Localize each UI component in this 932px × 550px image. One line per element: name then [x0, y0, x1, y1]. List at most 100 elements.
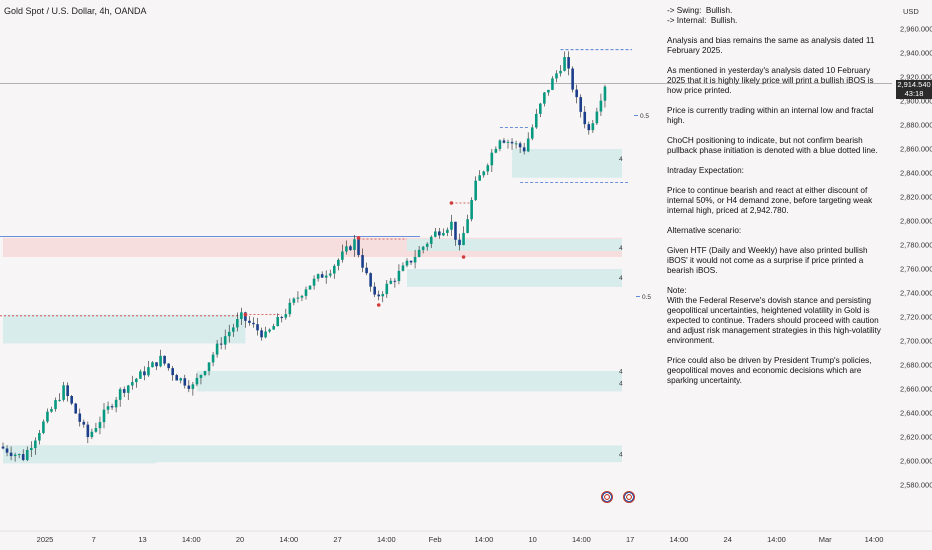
time-tick-label: 7 — [92, 535, 96, 544]
bear-candle — [78, 413, 82, 422]
bull-candle — [551, 78, 554, 90]
currency-label: USD — [903, 7, 919, 16]
demand-zone — [196, 371, 623, 392]
bear-candle — [163, 355, 166, 364]
bull-candle — [413, 256, 417, 263]
time-axis[interactable]: 2025 7 13 14:00 20 14:00 27 14:00 Feb 14:00 10 14:0… — [0, 530, 932, 544]
demand-zone — [407, 269, 622, 287]
us-flag-event-icon[interactable] — [623, 491, 635, 503]
bear-candle — [393, 280, 397, 282]
bull-candle — [54, 400, 57, 410]
bear-candle — [252, 322, 255, 325]
bear-candle — [349, 246, 352, 250]
swing-marker — [461, 255, 466, 259]
bear-candle — [458, 239, 461, 246]
bear-candle — [187, 385, 191, 389]
bull-candle — [90, 431, 94, 438]
last-price-tag: 2,914.540 43:18 — [896, 80, 932, 99]
bear-candle — [583, 111, 587, 125]
time-tick-label: 14:00 — [767, 535, 786, 544]
price-axis[interactable]: 2,960.000 2,940.000 2,920.000 2,900.000 2,88… — [900, 25, 932, 490]
price-tick-label: 2,600.000 — [900, 457, 932, 466]
bull-candle — [284, 314, 288, 318]
time-tick-label: 10 — [528, 535, 536, 544]
bull-candle — [130, 382, 134, 386]
price-tick-label: 2,900.000 — [900, 97, 932, 106]
bull-candle — [151, 362, 154, 368]
bull-candle — [38, 433, 41, 441]
bull-candle — [304, 289, 308, 296]
bull-candle — [442, 232, 445, 236]
bull-candle — [25, 449, 29, 460]
bull-candle — [118, 389, 122, 400]
price-tick-label: 2,820.000 — [900, 193, 932, 202]
bear-candle — [74, 403, 78, 414]
bear-candle — [510, 141, 514, 144]
note-paragraph: As mentioned in yesterday's analysis dat… — [667, 66, 876, 95]
time-tick-label: 14:00 — [865, 535, 884, 544]
markers-layer — [243, 201, 466, 317]
bull-candle — [227, 331, 231, 337]
bull-candle — [433, 231, 437, 237]
analysis-notes: -> Swing: Bullish. -> Internal: Bullish.… — [667, 6, 887, 396]
bear-candle — [155, 362, 158, 367]
price-tick-label: 2,660.000 — [900, 385, 932, 394]
time-tick-label: 14:00 — [670, 535, 689, 544]
bull-candle — [474, 180, 477, 200]
bull-candle — [50, 409, 53, 412]
bull-candle — [191, 384, 195, 389]
demand-zone — [3, 445, 622, 463]
bear-candle — [280, 317, 284, 319]
bull-candle — [223, 336, 227, 345]
bear-candle — [244, 312, 247, 321]
us-flag-event-icon[interactable] — [601, 491, 613, 503]
time-tick-label: 14:00 — [377, 535, 396, 544]
time-tick-label: 14:00 — [279, 535, 298, 544]
bull-candle — [486, 165, 490, 172]
note-paragraph: Intraday Expectation: — [667, 166, 744, 175]
bear-candle — [175, 375, 179, 381]
bull-candle — [203, 371, 207, 375]
candles-layer — [1, 51, 607, 462]
price-tick-label: 2,780.000 — [900, 241, 932, 250]
bull-candle — [385, 283, 389, 295]
bull-candle — [102, 409, 106, 423]
bull-candle — [139, 371, 142, 379]
bear-candle — [575, 89, 578, 98]
zone-count-label: 4 — [619, 451, 623, 458]
side-labels: 0.5 0.5 4 4 4 4 4 4 — [619, 113, 651, 458]
bull-candle — [264, 331, 267, 338]
bear-candle — [183, 378, 187, 386]
note-paragraph: Analysis and bias remains the same as an… — [667, 36, 877, 55]
zones-layer — [3, 149, 623, 464]
bull-candle — [106, 406, 110, 410]
bar-countdown: 43:18 — [904, 89, 924, 98]
bull-candle — [482, 171, 486, 176]
price-tick-label: 2,760.000 — [900, 265, 932, 274]
bull-candle — [591, 123, 595, 131]
bull-candle — [450, 221, 453, 230]
bull-candle — [17, 454, 21, 456]
bull-candle — [389, 280, 393, 284]
bull-candle — [276, 317, 280, 327]
swing-marker — [376, 303, 381, 307]
bull-candle — [353, 239, 356, 250]
time-tick-label: 14:00 — [474, 535, 493, 544]
bull-candle — [466, 219, 469, 233]
bear-candle — [518, 143, 522, 148]
bull-candle — [530, 127, 534, 139]
bull-candle — [417, 249, 421, 257]
bull-candle — [470, 199, 473, 220]
bull-candle — [147, 367, 150, 376]
bull-candle — [292, 298, 296, 303]
bear-candle — [361, 255, 364, 268]
bear-candle — [256, 324, 259, 331]
bear-candle — [248, 320, 251, 323]
bull-candle — [478, 175, 482, 181]
bull-candle — [462, 232, 465, 246]
note-paragraph: ChoCH positioning to indicate, but not c… — [667, 136, 878, 155]
bear-candle — [373, 286, 376, 295]
bull-candle — [498, 140, 502, 149]
note-paragraph: Alternative scenario: — [667, 226, 742, 235]
